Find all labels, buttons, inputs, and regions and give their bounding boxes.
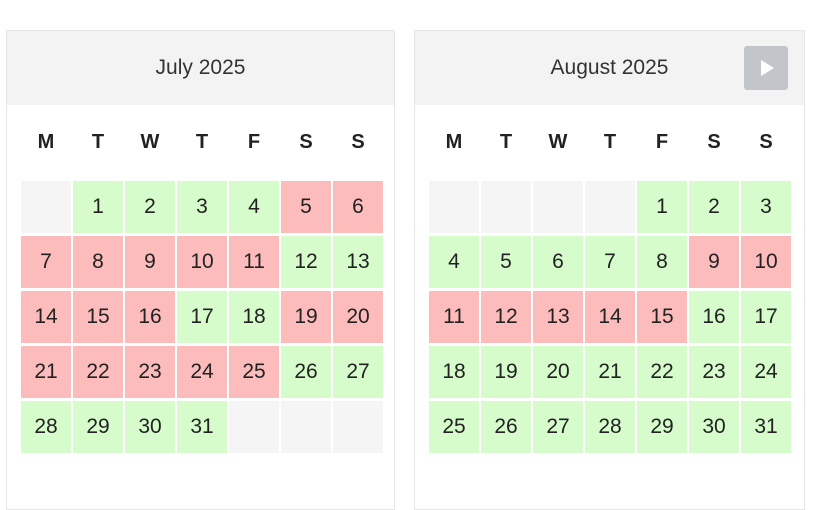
day-cell-available[interactable]: 17 (177, 291, 227, 343)
day-cell-available[interactable]: 31 (741, 401, 791, 453)
day-cell-available[interactable]: 4 (429, 236, 479, 288)
day-cell-available[interactable]: 18 (429, 346, 479, 398)
day-cell-available[interactable]: 3 (177, 181, 227, 233)
day-cell-available[interactable]: 25 (429, 401, 479, 453)
day-cell-unavailable[interactable]: 5 (281, 181, 331, 233)
day-cell-available[interactable]: 8 (637, 236, 687, 288)
day-cell-available[interactable]: 17 (741, 291, 791, 343)
month-header: August 2025 (415, 31, 804, 105)
day-cell-unavailable[interactable]: 7 (21, 236, 71, 288)
day-cell-available[interactable]: 29 (73, 401, 123, 453)
day-cell-available[interactable]: 20 (533, 346, 583, 398)
empty-day-cell (333, 401, 383, 453)
day-cell-available[interactable]: 2 (125, 181, 175, 233)
weekday-label: T (91, 131, 105, 153)
day-cell-unavailable[interactable]: 10 (177, 236, 227, 288)
day-cell-unavailable[interactable]: 15 (73, 291, 123, 343)
day-cell-unavailable[interactable]: 9 (125, 236, 175, 288)
weekday-label: S (351, 131, 365, 153)
day-cell-unavailable[interactable]: 20 (333, 291, 383, 343)
play-triangle-icon (761, 60, 774, 76)
empty-day-cell (281, 401, 331, 453)
day-cell-unavailable[interactable]: 12 (481, 291, 531, 343)
next-month-button[interactable] (744, 46, 788, 90)
day-cell-unavailable[interactable]: 11 (229, 236, 279, 288)
day-cell-available[interactable]: 4 (229, 181, 279, 233)
empty-day-cell (229, 401, 279, 453)
day-cell-available[interactable]: 6 (533, 236, 583, 288)
day-cell-unavailable[interactable]: 15 (637, 291, 687, 343)
day-cell-available[interactable]: 22 (637, 346, 687, 398)
day-cell-available[interactable]: 29 (637, 401, 687, 453)
month-header: July 2025 (7, 31, 394, 105)
weekday-label: F (655, 131, 669, 153)
month-title: August 2025 (550, 56, 669, 79)
empty-day-cell (533, 181, 583, 233)
day-cell-available[interactable]: 26 (481, 401, 531, 453)
day-cell-available[interactable]: 28 (21, 401, 71, 453)
day-cell-unavailable[interactable]: 19 (281, 291, 331, 343)
day-cell-unavailable[interactable]: 14 (21, 291, 71, 343)
day-cell-available[interactable]: 1 (73, 181, 123, 233)
day-cell-unavailable[interactable]: 24 (177, 346, 227, 398)
weekday-label: S (759, 131, 773, 153)
day-cell-available[interactable]: 31 (177, 401, 227, 453)
day-cell-available[interactable]: 1 (637, 181, 687, 233)
day-cell-unavailable[interactable]: 13 (533, 291, 583, 343)
weekday-label: T (603, 131, 617, 153)
day-cell-available[interactable]: 7 (585, 236, 635, 288)
day-cell-available[interactable]: 23 (689, 346, 739, 398)
day-grid: 1 2 3 4 5 6 7 8 9 10 11 12 13 14 15 16 17 18 19 20 21 22 23 24 2… (21, 181, 383, 453)
day-cell-unavailable[interactable]: 25 (229, 346, 279, 398)
weekday-label: S (707, 131, 721, 153)
day-cell-unavailable[interactable]: 23 (125, 346, 175, 398)
day-cell-available[interactable]: 12 (281, 236, 331, 288)
day-cell-available[interactable]: 27 (533, 401, 583, 453)
day-cell-available[interactable]: 26 (281, 346, 331, 398)
weekday-label: T (195, 131, 209, 153)
weekday-label: T (499, 131, 513, 153)
day-cell-available[interactable]: 19 (481, 346, 531, 398)
month-title: July 2025 (155, 56, 246, 79)
day-cell-available[interactable]: 28 (585, 401, 635, 453)
empty-day-cell (21, 181, 71, 233)
day-grid: 1 2 3 4 5 6 7 8 9 10 11 12 13 14 15 16 17 18 19 20 21 22 23 24 2… (429, 181, 791, 453)
day-cell-unavailable[interactable]: 10 (741, 236, 791, 288)
weekday-label: M (445, 131, 463, 153)
weekday-label: W (548, 131, 568, 153)
day-cell-available[interactable]: 3 (741, 181, 791, 233)
day-cell-available[interactable]: 18 (229, 291, 279, 343)
empty-day-cell (585, 181, 635, 233)
day-cell-unavailable[interactable]: 9 (689, 236, 739, 288)
weekday-label: S (299, 131, 313, 153)
day-cell-unavailable[interactable]: 6 (333, 181, 383, 233)
day-cell-available[interactable]: 16 (689, 291, 739, 343)
weekday-label: F (247, 131, 261, 153)
day-cell-available[interactable]: 30 (125, 401, 175, 453)
empty-day-cell (429, 181, 479, 233)
day-cell-available[interactable]: 21 (585, 346, 635, 398)
day-cell-unavailable[interactable]: 11 (429, 291, 479, 343)
day-cell-unavailable[interactable]: 21 (21, 346, 71, 398)
day-cell-unavailable[interactable]: 16 (125, 291, 175, 343)
day-cell-unavailable[interactable]: 22 (73, 346, 123, 398)
day-cell-unavailable[interactable]: 8 (73, 236, 123, 288)
day-cell-available[interactable]: 30 (689, 401, 739, 453)
weekday-label: M (37, 131, 55, 153)
day-cell-available[interactable]: 27 (333, 346, 383, 398)
day-cell-available[interactable]: 5 (481, 236, 531, 288)
weekday-label: W (140, 131, 160, 153)
day-cell-unavailable[interactable]: 14 (585, 291, 635, 343)
day-cell-available[interactable]: 13 (333, 236, 383, 288)
day-cell-available[interactable]: 24 (741, 346, 791, 398)
empty-day-cell (481, 181, 531, 233)
day-cell-available[interactable]: 2 (689, 181, 739, 233)
